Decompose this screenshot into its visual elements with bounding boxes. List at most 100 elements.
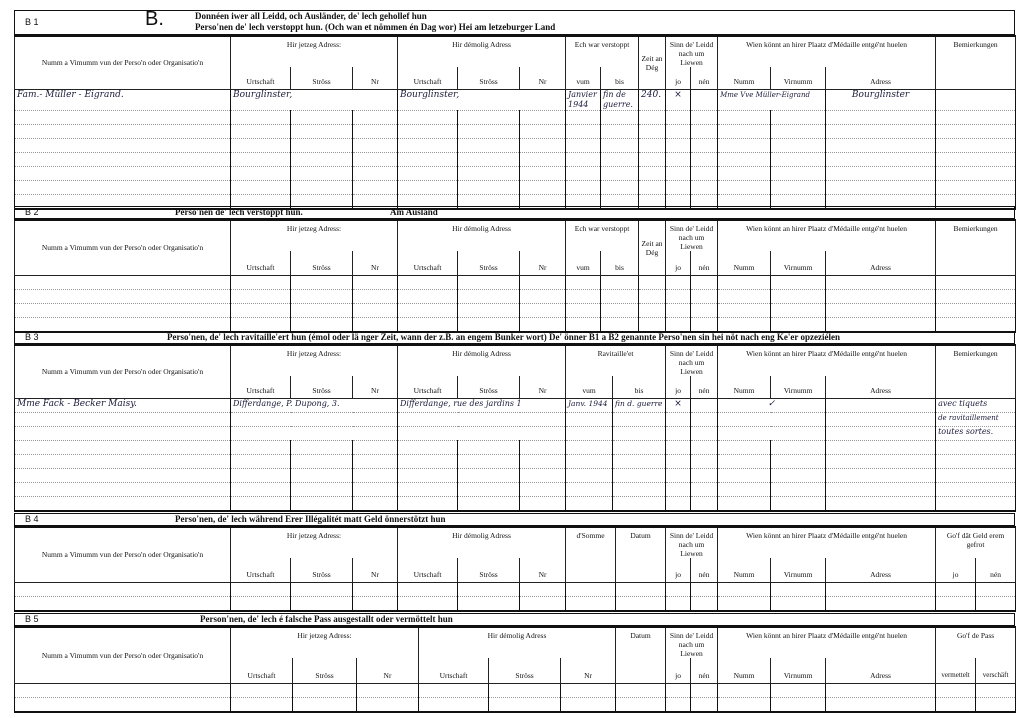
- blank-cell[interactable]: [397, 482, 459, 497]
- blank-cell[interactable]: [690, 275, 719, 290]
- blank-cell[interactable]: [230, 468, 291, 483]
- blank-cell[interactable]: [770, 683, 827, 698]
- blank-cell[interactable]: [600, 289, 640, 304]
- blank-cell[interactable]: [935, 166, 1017, 181]
- blank-cell[interactable]: [397, 596, 459, 611]
- blank-cell[interactable]: [290, 440, 353, 455]
- blank-cell[interactable]: [717, 166, 772, 181]
- blank-cell[interactable]: [397, 468, 459, 483]
- blank-cell[interactable]: [717, 152, 772, 167]
- blank-cell[interactable]: [14, 124, 231, 139]
- blank-cell[interactable]: [230, 697, 293, 712]
- blank-cell[interactable]: [565, 289, 602, 304]
- blank-cell[interactable]: [519, 303, 567, 318]
- blank-cell[interactable]: [397, 303, 459, 318]
- blank-cell[interactable]: [935, 194, 1017, 209]
- blank-cell[interactable]: [351, 194, 399, 209]
- blank-cell[interactable]: [770, 124, 827, 139]
- blank-cell[interactable]: [975, 582, 1017, 597]
- blank-cell[interactable]: [690, 697, 719, 712]
- blank-cell[interactable]: [14, 289, 231, 304]
- blank-cell[interactable]: [612, 454, 667, 469]
- blank-cell[interactable]: [14, 482, 231, 497]
- blank-cell[interactable]: [230, 180, 291, 195]
- blank-cell[interactable]: [457, 482, 521, 497]
- blank-cell[interactable]: [690, 124, 719, 139]
- blank-cell[interactable]: [665, 317, 692, 332]
- blank-cell[interactable]: [770, 110, 827, 125]
- blank-cell[interactable]: [717, 317, 772, 332]
- blank-cell[interactable]: [935, 275, 1017, 290]
- blank-cell[interactable]: [690, 496, 719, 511]
- blank-cell[interactable]: [519, 166, 567, 181]
- blank-cell[interactable]: [770, 303, 827, 318]
- blank-cell[interactable]: [230, 138, 291, 153]
- blank-cell[interactable]: [717, 124, 772, 139]
- blank-cell[interactable]: [717, 454, 772, 469]
- blank-cell[interactable]: [397, 180, 459, 195]
- blank-cell[interactable]: [717, 275, 772, 290]
- blank-cell[interactable]: [690, 152, 719, 167]
- blank-cell[interactable]: [690, 440, 719, 455]
- blank-cell[interactable]: [519, 152, 567, 167]
- blank-cell[interactable]: [825, 440, 937, 455]
- blank-cell[interactable]: [565, 124, 602, 139]
- blank-cell[interactable]: [770, 275, 827, 290]
- blank-cell[interactable]: [519, 482, 567, 497]
- blank-cell[interactable]: [230, 124, 291, 139]
- blank-cell[interactable]: [290, 596, 353, 611]
- blank-cell[interactable]: [565, 317, 602, 332]
- blank-cell[interactable]: [638, 289, 667, 304]
- blank-cell[interactable]: [292, 697, 357, 712]
- blank-cell[interactable]: [935, 124, 1017, 139]
- blank-cell[interactable]: [457, 289, 521, 304]
- blank-cell[interactable]: [230, 482, 291, 497]
- blank-cell[interactable]: [457, 275, 521, 290]
- blank-cell[interactable]: [935, 482, 1017, 497]
- blank-cell[interactable]: [457, 454, 521, 469]
- blank-cell[interactable]: [638, 317, 667, 332]
- blank-cell[interactable]: [717, 697, 772, 712]
- blank-cell[interactable]: [612, 496, 667, 511]
- nen-cell[interactable]: [690, 89, 719, 111]
- blank-cell[interactable]: [397, 110, 459, 125]
- blank-cell[interactable]: [14, 440, 231, 455]
- blank-cell[interactable]: [770, 697, 827, 712]
- blank-cell[interactable]: [457, 110, 521, 125]
- blank-cell[interactable]: [665, 596, 692, 611]
- blank-cell[interactable]: [351, 138, 399, 153]
- blank-cell[interactable]: [600, 303, 640, 318]
- blank-cell[interactable]: [600, 180, 640, 195]
- blank-cell[interactable]: [519, 194, 567, 209]
- blank-cell[interactable]: [770, 454, 827, 469]
- blank-cell[interactable]: [14, 303, 231, 318]
- blank-cell[interactable]: [665, 124, 692, 139]
- blank-cell[interactable]: [519, 124, 567, 139]
- blank-cell[interactable]: [612, 468, 667, 483]
- blank-cell[interactable]: [717, 468, 772, 483]
- blank-cell[interactable]: [770, 482, 827, 497]
- blank-cell[interactable]: [351, 454, 399, 469]
- blank-cell[interactable]: [600, 275, 640, 290]
- blank-cell[interactable]: [290, 166, 353, 181]
- blank-cell[interactable]: [935, 289, 1017, 304]
- blank-cell[interactable]: [935, 683, 977, 698]
- zeit-cell[interactable]: 240.: [638, 89, 667, 111]
- blank-cell[interactable]: [665, 496, 692, 511]
- numm-cell[interactable]: Mme Vve Müller-Eigrand: [717, 89, 827, 111]
- blank-cell[interactable]: [519, 596, 567, 611]
- blank-cell[interactable]: [351, 152, 399, 167]
- blank-cell[interactable]: [690, 110, 719, 125]
- blank-cell[interactable]: [665, 152, 692, 167]
- blank-cell[interactable]: [230, 596, 291, 611]
- bemierkungen-cell[interactable]: avec tiquets: [935, 398, 1017, 413]
- blank-cell[interactable]: [457, 440, 521, 455]
- blank-cell[interactable]: [565, 110, 602, 125]
- blank-cell[interactable]: [615, 683, 667, 698]
- blank-cell[interactable]: [290, 180, 353, 195]
- old-addr-cell[interactable]: Bourglinster,: [397, 89, 567, 111]
- blank-cell[interactable]: [457, 496, 521, 511]
- blank-cell[interactable]: [638, 152, 667, 167]
- blank-cell[interactable]: [935, 180, 1017, 195]
- blank-cell[interactable]: [351, 468, 399, 483]
